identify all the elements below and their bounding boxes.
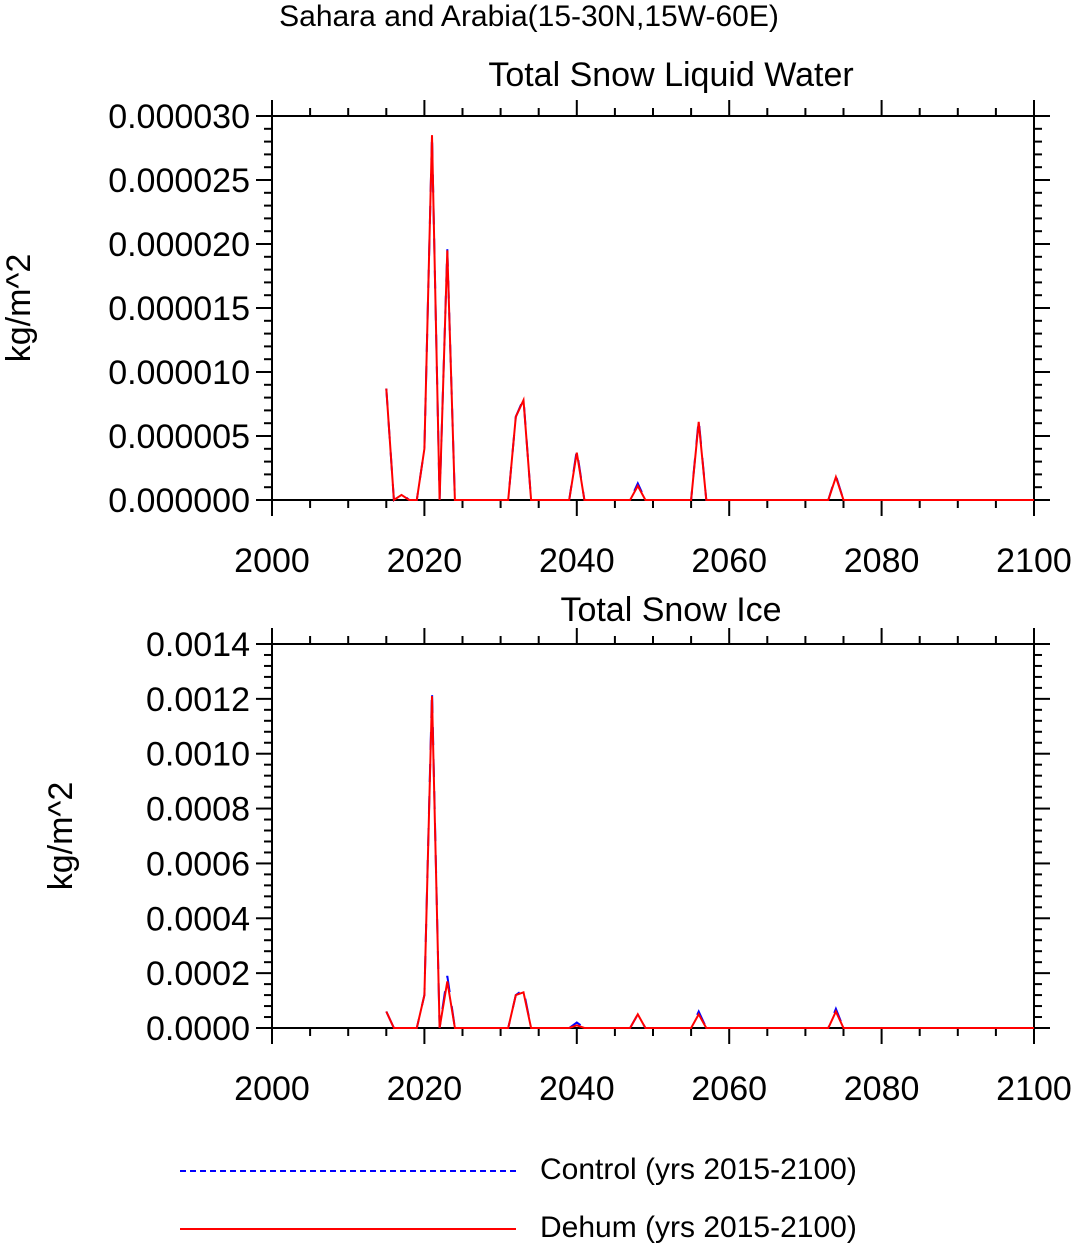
y-tick-label: 0.000030 — [108, 98, 250, 136]
y-tick-label: 0.0002 — [146, 955, 250, 993]
legend-label-control: Control (yrs 2015-2100) — [540, 1153, 857, 1186]
series-line-control — [385, 135, 1034, 503]
x-tick-label: 2020 — [387, 1070, 463, 1108]
plot-frame — [271, 643, 1035, 1029]
legend: Control (yrs 2015-2100) Dehum (yrs 2015-… — [180, 1150, 1060, 1244]
x-tick-label: 2020 — [387, 542, 463, 580]
x-tick-label: 2060 — [691, 1070, 767, 1108]
legend-item-control: Control (yrs 2015-2100) — [180, 1150, 1060, 1190]
series-line-dehum — [385, 135, 1034, 502]
y-tick-label: 0.0010 — [146, 736, 250, 774]
x-tick-label: 2100 — [996, 542, 1072, 580]
y-tick-label: 0.000010 — [108, 354, 250, 392]
figure-supertitle: Sahara and Arabia(15-30N,15W-60E) — [279, 0, 779, 33]
y-tick-label: 0.000005 — [108, 418, 250, 456]
y-tick-label: 0.0014 — [146, 626, 250, 664]
series-line-dehum — [385, 696, 1034, 1029]
x-tick-label: 2000 — [234, 542, 310, 580]
x-tick-label: 2080 — [844, 1070, 920, 1108]
x-tick-label: 2000 — [234, 1070, 310, 1108]
y-tick-label: 0.0000 — [146, 1010, 250, 1048]
x-tick-label: 2080 — [844, 542, 920, 580]
y-tick-label: 0.000020 — [108, 226, 250, 264]
plot-frame — [271, 115, 1035, 501]
chart-panel-snow-liquid-water: Total Snow Liquid Water kg/m^2 2000 2020 204… — [0, 56, 1072, 580]
chart-panel-snow-ice: Total Snow Ice kg/m^2 2000 2020 2040 2060 2080… — [42, 591, 1072, 1108]
y-tick-label: 0.0004 — [146, 900, 250, 938]
y-tick-label: 0.000025 — [108, 162, 250, 200]
series-line-control — [385, 690, 1034, 1029]
y-tick-label: 0.000000 — [108, 482, 250, 520]
y-tick-label: 0.0012 — [146, 681, 250, 719]
legend-label-dehum: Dehum (yrs 2015-2100) — [540, 1211, 857, 1244]
x-tick-label: 2040 — [539, 542, 615, 580]
legend-swatch-dehum — [180, 1228, 516, 1230]
y-tick-label: 0.0006 — [146, 845, 250, 883]
x-tick-label: 2060 — [691, 542, 767, 580]
y-tick-label: 0.0008 — [146, 791, 250, 829]
chart-title: Total Snow Ice — [560, 591, 781, 629]
y-tick-label: 0.000015 — [108, 290, 250, 328]
legend-item-dehum: Dehum (yrs 2015-2100) — [180, 1208, 1060, 1248]
legend-swatch-control — [180, 1170, 516, 1172]
x-tick-label: 2100 — [996, 1070, 1072, 1108]
chart-title: Total Snow Liquid Water — [488, 56, 853, 94]
y-axis-label: kg/m^2 — [42, 782, 80, 891]
y-axis-label: kg/m^2 — [0, 254, 38, 363]
x-tick-label: 2040 — [539, 1070, 615, 1108]
